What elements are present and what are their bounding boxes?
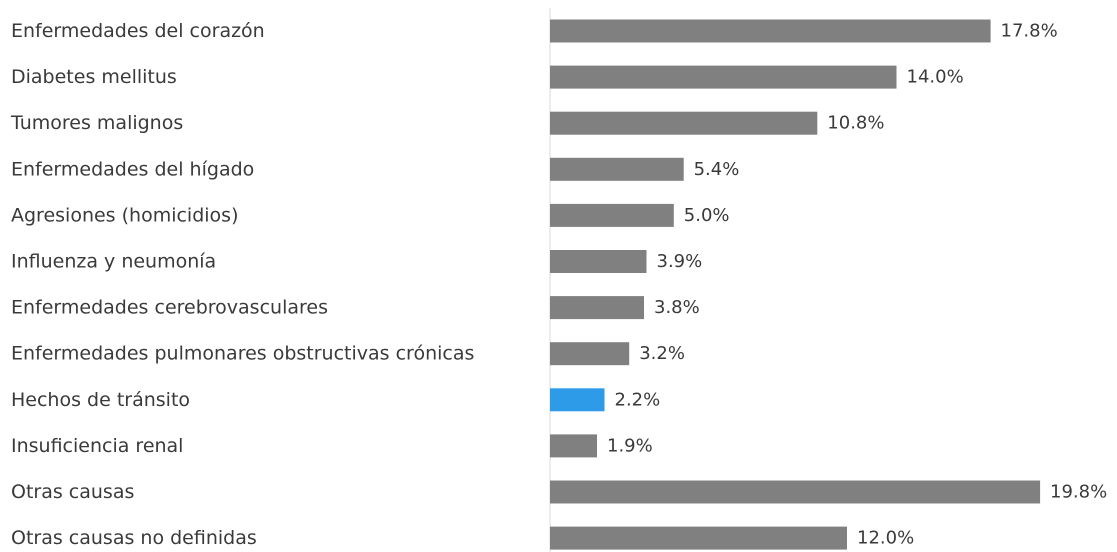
category-label-influenza-y-neumonia: Influenza y neumonía xyxy=(11,251,216,273)
category-label-agresiones-homicidios: Agresiones (homicidios) xyxy=(11,204,238,226)
category-label-hechos-de-transito: Hechos de tránsito xyxy=(11,389,190,411)
bar-insuficiencia-renal xyxy=(550,434,597,458)
category-label-insuficiencia-renal: Insuficiencia renal xyxy=(11,435,183,457)
value-label-enfermedades-del-corazon: 17.8% xyxy=(1001,21,1058,42)
value-label-enfermedades-pulmonares-obstructivas-cronicas: 3.2% xyxy=(639,343,685,364)
value-labels-group: 17.8% 14.0% 10.8% 5.4% 5.0% 3.9% 3.8% 3.2% 2.2% 1… xyxy=(607,21,1107,549)
category-label-diabetes-mellitus: Diabetes mellitus xyxy=(11,66,177,88)
value-label-enfermedades-del-higado: 5.4% xyxy=(694,159,740,180)
value-label-influenza-y-neumonia: 3.9% xyxy=(657,251,703,272)
value-label-agresiones-homicidios: 5.0% xyxy=(684,205,730,226)
category-label-tumores-malignos: Tumores malignos xyxy=(10,112,183,134)
value-label-hechos-de-transito: 2.2% xyxy=(615,389,661,410)
category-label-enfermedades-del-higado: Enfermedades del hígado xyxy=(11,158,254,180)
category-label-enfermedades-pulmonares-obstructivas-cronicas: Enfermedades pulmonares obstructivas cró… xyxy=(11,343,474,365)
bar-otras-causas xyxy=(550,480,1041,504)
bar-enfermedades-cerebrovasculares xyxy=(550,296,644,320)
value-label-enfermedades-cerebrovasculares: 3.8% xyxy=(654,297,700,318)
value-label-diabetes-mellitus: 14.0% xyxy=(907,67,964,88)
bars-group xyxy=(550,19,1041,550)
category-label-enfermedades-del-corazon: Enfermedades del corazón xyxy=(11,20,265,42)
bar-hechos-de-transito xyxy=(550,388,605,412)
value-label-insuficiencia-renal: 1.9% xyxy=(607,435,653,456)
bar-enfermedades-pulmonares-obstructivas-cronicas xyxy=(550,342,630,366)
value-label-tumores-malignos: 10.8% xyxy=(827,113,884,134)
category-label-otras-causas: Otras causas xyxy=(11,481,134,503)
bar-diabetes-mellitus xyxy=(550,65,897,89)
category-label-enfermedades-cerebrovasculares: Enfermedades cerebrovasculares xyxy=(11,297,328,319)
category-labels-group: Enfermedades del corazón Diabetes mellitu… xyxy=(10,20,474,549)
bar-influenza-y-neumonia xyxy=(550,250,647,273)
value-label-otras-causas-no-definidas: 12.0% xyxy=(857,528,914,549)
bar-otras-causas-no-definidas xyxy=(550,526,847,550)
bar-agresiones-homicidios xyxy=(550,203,674,227)
category-label-otras-causas-no-definidas: Otras causas no definidas xyxy=(11,527,257,549)
bar-enfermedades-del-corazon xyxy=(550,19,991,43)
bar-tumores-malignos xyxy=(550,111,818,135)
bar-enfermedades-del-higado xyxy=(550,157,684,181)
value-label-otras-causas: 19.8% xyxy=(1050,482,1107,503)
